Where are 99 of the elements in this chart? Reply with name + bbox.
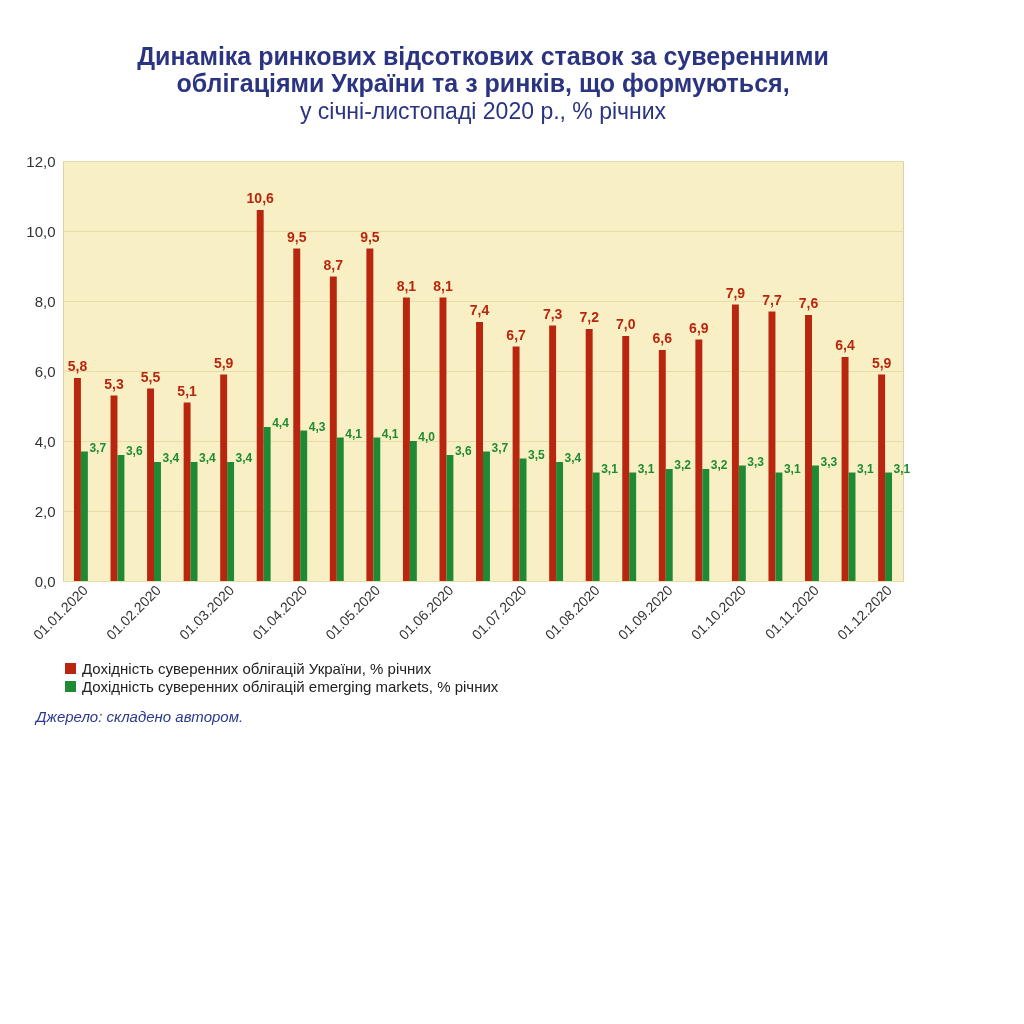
data-label: 5,9 [213,354,234,371]
bar [476,322,483,581]
bar [512,346,520,581]
data-label: 6,7 [506,326,527,343]
data-label: 9,5 [287,228,307,245]
data-label: 3,4 [199,451,217,465]
y-tick-label: 2,0 [34,502,56,520]
data-label: 5,3 [104,375,124,392]
data-label: 3,3 [747,454,765,469]
bar [658,350,666,581]
chart-subtitle: у січні-листопаді 2020 р., % річних [299,98,667,124]
data-label: 7,6 [798,295,819,311]
bar [622,336,630,581]
bar [300,430,308,581]
data-label: 3,4 [235,451,253,465]
bar [629,472,637,581]
legend-label: Дохідність суверенних облігацій України, % річних [82,659,432,677]
text: Джерело: складено автором. [36,708,245,725]
bar [409,441,417,581]
bar [336,437,344,581]
bar [702,469,710,581]
y-tick-label: 6,0 [34,362,56,380]
data-label: 3,6 [125,444,143,458]
data-label: 10,6 [246,190,275,206]
bar [841,357,849,581]
data-label: 3,4 [564,451,582,465]
data-label: 5,5 [140,368,161,385]
data-label: 4,1 [345,426,363,441]
data-label: 3,1 [783,461,801,476]
data-label: 4,1 [381,426,399,441]
chart-title: Динаміка ринкових відсоткових ставок за суверенними облігаціями України та з ринків, що формуються, [137,42,829,97]
data-label: 7,3 [542,305,563,322]
bar [73,378,81,581]
bar [768,311,776,581]
bar [805,315,812,581]
bar [154,462,161,581]
data-label: 6,4 [835,337,855,353]
bar [878,374,886,581]
data-label: 3,1 [857,461,875,476]
bar [483,451,490,581]
bar [402,297,410,581]
y-tick-label: 4,0 [34,432,56,450]
data-label: 3,5 [528,447,546,462]
bar [147,388,155,581]
bar [885,472,893,581]
data-label: 3,1 [893,461,911,476]
data-label: 5,9 [871,354,892,371]
bar [585,329,593,581]
bar [775,472,783,581]
data-label: 3,6 [454,444,472,458]
data-label: 4,4 [272,416,290,430]
bar [329,276,337,581]
bar [183,402,191,581]
data-label: 3,3 [820,454,838,469]
data-label: 4,0 [418,430,436,444]
bar [665,469,673,581]
data-label: 7,9 [725,284,746,301]
legend-label: Дохідність суверенних облігацій emerging markets, % річних [82,677,499,695]
bar [190,462,198,581]
data-label: 5,8 [67,358,88,374]
y-tick-label: 10,0 [26,222,56,240]
bar [556,462,564,581]
data-label: 8,7 [323,256,344,273]
bar [256,210,264,581]
data-label: 6,9 [689,319,709,336]
bar [592,472,600,581]
bar [293,248,301,581]
data-label: 7,7 [762,291,782,308]
bar [811,465,819,581]
bar [738,465,746,581]
data-label: 3,2 [710,458,728,472]
data-label: 8,1 [396,277,417,294]
bar [695,339,703,581]
bar [263,427,271,581]
data-label: 3,4 [162,451,180,465]
bar [80,451,88,581]
data-label: 7,4 [469,302,490,318]
data-label: 3,1 [601,461,619,476]
data-label: 3,7 [89,440,107,455]
data-label: 6,6 [652,330,673,346]
data-label: 7,2 [579,309,600,325]
bar [373,437,381,581]
data-label: 4,3 [308,419,326,434]
bar [366,248,374,581]
data-label: 8,1 [433,277,453,294]
bar [731,304,739,581]
data-label: 3,2 [674,458,692,472]
data-label: 5,1 [177,382,198,399]
data-label: 3,1 [637,461,655,476]
y-tick-label: 8,0 [34,292,56,310]
y-tick-label: 12,0 [26,152,56,170]
bar [549,325,557,581]
bar [227,462,235,581]
data-label: 9,5 [360,228,380,245]
bar [220,374,228,581]
bar [446,455,454,581]
bar [117,455,125,581]
data-label: 3,7 [491,440,509,455]
data-label: 7,0 [616,316,636,332]
